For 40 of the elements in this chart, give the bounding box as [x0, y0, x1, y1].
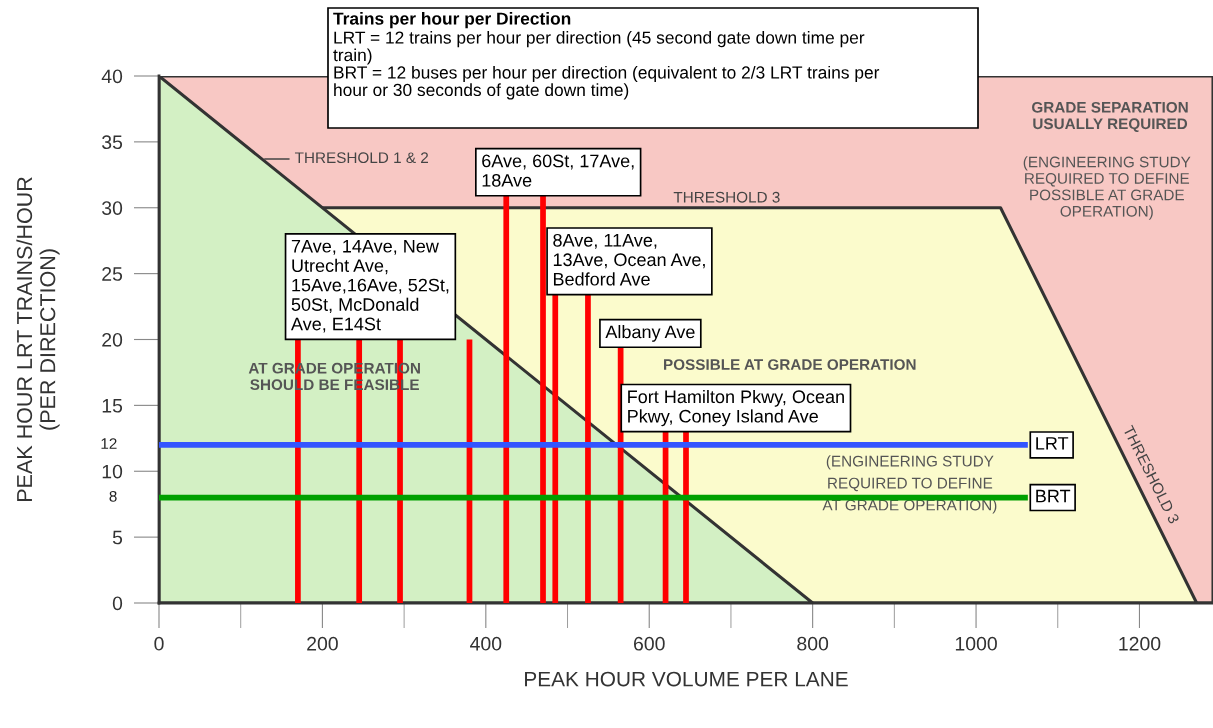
x-tick-label: 400: [470, 636, 502, 651]
bar: [683, 431, 689, 603]
bar: [585, 294, 591, 603]
y-tick-label: 20: [102, 332, 123, 347]
series-label: BRT: [1036, 489, 1071, 503]
y-tick-label: 0: [112, 596, 123, 611]
x-axis-title: PEAK HOUR VOLUME PER LANE: [525, 671, 848, 687]
annotation: (ENGINEERING STUDY REQUIRED TO DEFINE POSSIBLE AT GRADE OPERATION): [1023, 156, 1191, 220]
x-tick-label: 0: [154, 636, 164, 651]
series-label: LRT: [1036, 437, 1069, 450]
y-tick-label: 25: [102, 267, 123, 281]
y-tick-label: 40: [101, 69, 123, 84]
y-tick-label: 15: [102, 399, 123, 413]
x-tick-label: 1200: [1119, 636, 1161, 651]
y-tick-label: 35: [102, 135, 123, 150]
annotation: 8Ave, 11Ave, 13Ave, Ocean Ave, Bedford Ave: [553, 233, 705, 286]
y-tick-label: 10: [102, 464, 123, 479]
y-tick-label: 5: [112, 530, 123, 545]
y-axis-title: PEAK HOUR LRT TRAINS/HOUR (PER DIRECTION): [16, 177, 60, 502]
annotation: 12: [101, 438, 117, 449]
annotation: Albany Ave: [605, 325, 695, 342]
annotation: 7Ave, 14Ave, New Utrecht Ave, 15Ave,16Ave, 52St, 50St, McDonald Ave, E14St: [290, 239, 449, 333]
text: Trains per hour per Direction: [333, 12, 571, 29]
x-tick-label: 200: [307, 636, 338, 651]
annotation: THRESHOLD 1 & 2: [294, 152, 429, 164]
x-tick-label: 1000: [955, 636, 997, 651]
annotation: 8: [109, 490, 117, 502]
bar: [540, 195, 546, 603]
x-tick-label: 800: [797, 636, 829, 651]
annotation: POSSIBLE AT GRADE OPERATION: [664, 359, 916, 370]
x-tick-label: 600: [634, 636, 665, 651]
annotation: 6Ave, 60St, 17Ave, 18Ave: [482, 154, 634, 187]
annotation: (ENGINEERING STUDY REQUIRED TO DEFINE AT GRADE OPERATION): [822, 455, 997, 514]
bar: [552, 294, 559, 603]
annotation: Fort Hamilton Pkwy, Ocean Pkwy, Coney Island Ave: [628, 389, 844, 427]
annotation: GRADE SEPARATION USUALLY REQUIRED: [1032, 101, 1188, 133]
annotation: THRESHOLD 3: [673, 191, 780, 203]
bar: [503, 195, 510, 603]
annotation: LRT = 12 trains per hour per direction (45 second gate down time per train) BRT = 12 buses per hour per direction (equivalent to 2/3 LRT trains per hour or 30 seconds of gate down time): [333, 31, 880, 100]
y-tick-label: 30: [102, 201, 123, 215]
